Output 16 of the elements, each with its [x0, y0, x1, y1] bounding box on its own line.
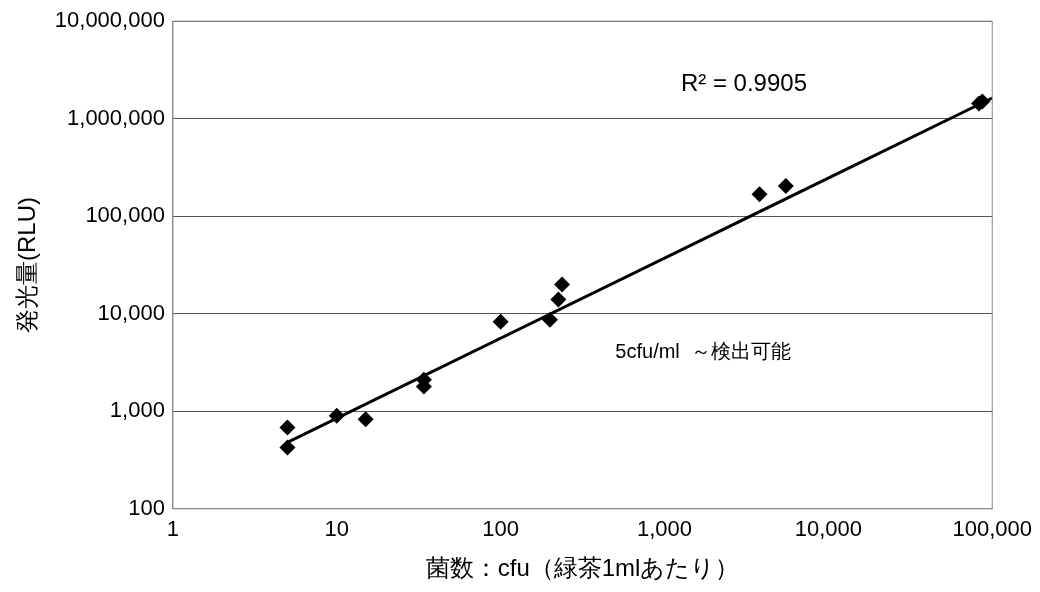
y-axis-title: 発光量(RLU): [13, 197, 41, 333]
y-tick-label: 10,000,000: [54, 7, 165, 33]
y-tick-label: 1,000: [109, 397, 165, 423]
x-tick-label: 100: [482, 516, 519, 542]
x-tick-label: 1: [166, 516, 180, 542]
x-tick-label: 10: [324, 516, 350, 542]
y-tick-label: 100,000: [85, 202, 165, 228]
x-tick-label: 1,000: [636, 516, 693, 542]
y-tick-label: 10,000: [97, 299, 165, 325]
y-tick-label: 100: [128, 494, 165, 520]
x-axis-title: 菌数：cfu（緑茶1mlあたり）: [425, 554, 740, 582]
x-tick-label: 10,000: [794, 516, 863, 542]
x-tick-label: 100,000: [952, 516, 1032, 542]
annotation: R² = 0.9905: [680, 69, 807, 97]
y-tick-label: 1,000,000: [67, 104, 165, 130]
annotation: 5cfu/ml ～検出可能: [615, 340, 791, 363]
